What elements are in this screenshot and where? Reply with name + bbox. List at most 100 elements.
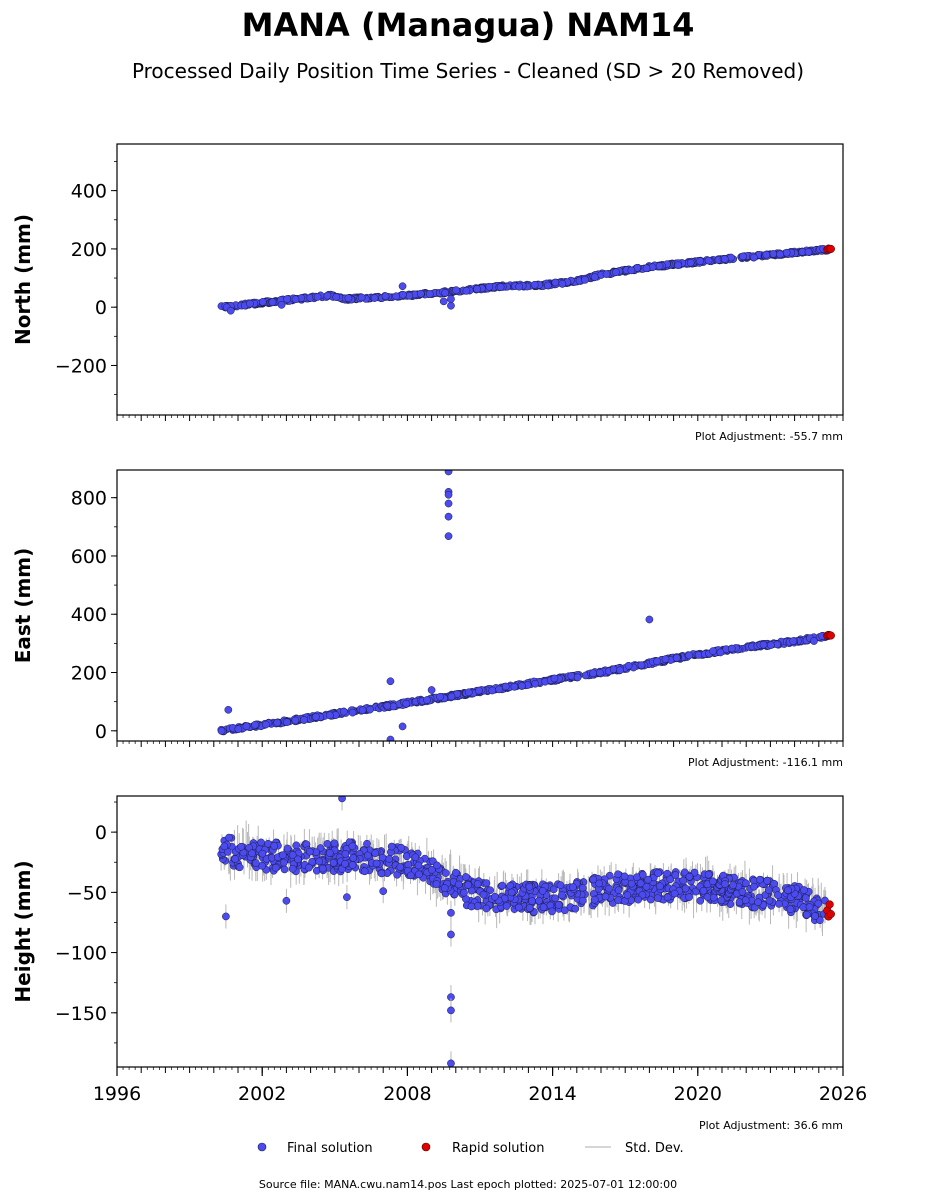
y-tick-label: −150 bbox=[55, 1003, 107, 1025]
legend-rapid-marker bbox=[421, 1142, 431, 1152]
final-point bbox=[414, 861, 423, 870]
final-point bbox=[251, 720, 259, 729]
final-outlier-point bbox=[224, 705, 233, 714]
final-point bbox=[581, 276, 589, 284]
final-point bbox=[589, 875, 598, 884]
final-point bbox=[464, 688, 473, 697]
final-point bbox=[294, 855, 302, 864]
y-tick-label: 800 bbox=[71, 488, 107, 510]
final-point bbox=[775, 900, 783, 908]
final-point bbox=[498, 881, 507, 890]
final-point bbox=[704, 870, 713, 879]
final-point bbox=[501, 682, 510, 691]
final-point bbox=[538, 887, 547, 895]
final-point bbox=[782, 248, 791, 257]
y-axis-label: Height (mm) bbox=[11, 860, 35, 1002]
final-point bbox=[454, 880, 463, 889]
final-point bbox=[616, 666, 624, 675]
final-point bbox=[225, 833, 233, 842]
final-point bbox=[339, 707, 348, 716]
final-point bbox=[397, 843, 406, 852]
final-point bbox=[305, 847, 314, 856]
final-point bbox=[741, 896, 750, 905]
final-point bbox=[773, 640, 781, 649]
final-point bbox=[344, 294, 353, 302]
rapid-point bbox=[826, 244, 835, 253]
final-point bbox=[530, 280, 539, 289]
final-point bbox=[543, 281, 552, 290]
final-point bbox=[696, 896, 705, 905]
final-outlier-point bbox=[386, 677, 395, 686]
y-tick-label: 0 bbox=[95, 822, 107, 844]
plot-frame bbox=[116, 143, 844, 416]
final-point bbox=[313, 293, 322, 301]
final-point bbox=[223, 848, 232, 856]
final-point bbox=[696, 257, 705, 265]
final-point bbox=[721, 880, 729, 888]
source-note: Source file: MANA.cwu.nam14.pos Last epo… bbox=[259, 1178, 677, 1191]
final-outlier-point bbox=[444, 532, 453, 540]
final-point bbox=[363, 839, 371, 848]
final-point bbox=[447, 692, 456, 701]
final-point bbox=[637, 661, 646, 670]
final-point bbox=[363, 851, 372, 860]
final-point bbox=[358, 706, 367, 715]
final-point bbox=[467, 886, 476, 895]
final-point bbox=[663, 893, 672, 902]
final-outlier-point bbox=[439, 297, 448, 306]
final-point bbox=[653, 894, 662, 902]
final-outlier-point bbox=[277, 301, 286, 309]
final-point bbox=[231, 855, 240, 863]
final-point bbox=[680, 868, 689, 877]
final-outlier-point bbox=[338, 796, 346, 803]
final-point bbox=[464, 881, 472, 889]
final-point bbox=[436, 692, 444, 701]
final-point bbox=[759, 640, 768, 649]
final-point bbox=[329, 858, 338, 867]
final-point bbox=[270, 842, 279, 850]
final-point bbox=[482, 904, 491, 913]
plot-area-height bbox=[217, 796, 835, 1067]
final-point bbox=[288, 864, 297, 873]
final-point bbox=[623, 891, 632, 900]
final-point bbox=[252, 859, 260, 867]
final-point bbox=[765, 896, 774, 905]
final-point bbox=[425, 290, 434, 298]
final-point bbox=[674, 261, 682, 270]
rapid-point bbox=[826, 909, 835, 919]
final-point bbox=[332, 293, 341, 301]
final-point bbox=[381, 292, 390, 301]
final-point bbox=[515, 903, 523, 912]
final-point bbox=[717, 896, 726, 905]
final-point bbox=[283, 718, 291, 727]
final-point bbox=[709, 893, 718, 902]
final-outlier-point bbox=[444, 512, 453, 521]
final-point bbox=[605, 884, 613, 893]
final-point bbox=[525, 883, 534, 891]
final-point bbox=[402, 852, 411, 861]
final-point bbox=[764, 886, 773, 894]
chart-panel-height: −150 −100 −50 0 1996 2002 2008 2014 2020 2026 Heig… bbox=[11, 795, 867, 1132]
final-point bbox=[325, 711, 334, 720]
final-point bbox=[814, 899, 823, 908]
x-tick-label: 1996 bbox=[93, 1083, 141, 1105]
plot-area-east bbox=[217, 470, 835, 741]
final-point bbox=[405, 291, 414, 300]
final-point bbox=[750, 253, 758, 262]
final-point bbox=[234, 725, 243, 733]
final-point bbox=[248, 849, 256, 858]
final-point bbox=[653, 657, 661, 666]
final-outlier-point bbox=[447, 295, 455, 303]
final-point bbox=[620, 872, 629, 881]
final-point bbox=[433, 861, 441, 870]
final-point bbox=[679, 876, 688, 885]
final-point bbox=[750, 882, 758, 891]
final-point bbox=[595, 668, 604, 677]
y-tick-label: 400 bbox=[71, 604, 107, 626]
final-point bbox=[507, 888, 516, 897]
final-point bbox=[654, 869, 662, 878]
final-point bbox=[609, 665, 618, 674]
final-point bbox=[441, 288, 449, 297]
final-point bbox=[485, 282, 494, 291]
final-outlier-point bbox=[398, 722, 407, 731]
